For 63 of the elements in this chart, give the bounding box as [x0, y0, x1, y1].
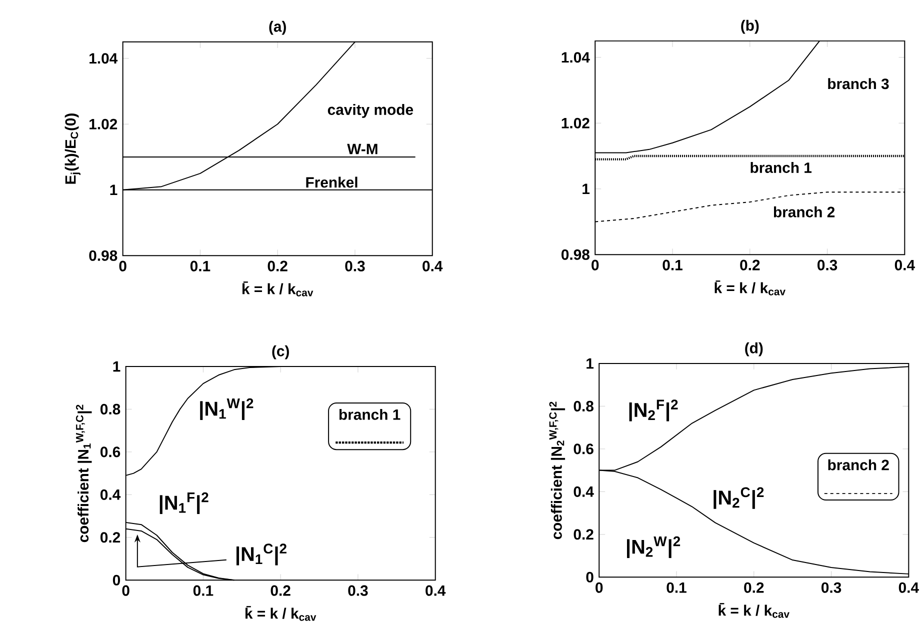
chart-title: (c) — [272, 345, 289, 360]
series-label: Frenkel — [306, 176, 358, 188]
y-tick-label: 0.6 — [100, 446, 120, 458]
x-tick-label: 0.3 — [822, 582, 842, 593]
x-tick-label: 0.3 — [348, 585, 368, 596]
y-tick-label: 1.04 — [90, 53, 118, 64]
x-tick-label: 0.1 — [190, 260, 210, 272]
x-axis-title: k̄ = k / k$_{cav}$ — [714, 280, 786, 296]
y-tick-label: 0.8 — [100, 404, 120, 414]
y-tick-label: 0.4 — [574, 486, 594, 497]
x-tick-label: 0.4 — [426, 585, 446, 596]
annotation: branch 2 — [828, 459, 889, 470]
y-tick-label: 1.02 — [90, 118, 118, 130]
y-tick-label: 1.02 — [562, 118, 590, 128]
x-axis-title: k̄ = k / k$_{cav}$ — [246, 606, 316, 621]
series-label: W-M — [347, 144, 378, 154]
x-tick-label: 0.2 — [268, 260, 288, 272]
annotation: branch 1 — [339, 408, 400, 420]
y-tick-label: 0.2 — [574, 529, 594, 540]
x-tick-label: 0.1 — [193, 585, 214, 596]
y-tick-label: 0.8 — [574, 400, 594, 412]
series-label: |N$_{1}$$^{W}$|$^{2}$ — [200, 398, 254, 420]
x-tick-label: 0.1 — [662, 260, 682, 270]
y-tick-label: 0 — [586, 572, 594, 582]
y-tick-label: 0.2 — [100, 532, 120, 543]
chart-title: (d) — [745, 342, 763, 356]
y-tick-label: 1 — [586, 358, 594, 369]
x-tick-label: 0.1 — [666, 582, 686, 593]
x-axis-title: k̄ = k / k$_{cav}$ — [242, 282, 314, 296]
y-tick-label: 1 — [582, 184, 590, 194]
x-tick-label: 0.2 — [740, 260, 760, 270]
y-axis-title: coefficient |N$_{2}$$^{W,F,C}$|$^{2}$ — [549, 402, 566, 540]
series-label: |N$_{1}$$^{F}$|$^{2}$ — [160, 492, 208, 514]
series-label: branch 1 — [750, 162, 812, 173]
x-tick-label: 0.2 — [270, 585, 290, 596]
x-tick-label: 0.4 — [898, 582, 919, 593]
y-tick-label: 0.98 — [562, 249, 590, 260]
y-tick-label: 1.04 — [562, 52, 590, 63]
chart-title: (a) — [269, 20, 286, 35]
y-axis-title: E$_{j}$(k)/E$_{C}$(0) — [64, 114, 80, 184]
y-tick-label: 1 — [110, 184, 118, 195]
x-tick-label: 0.4 — [894, 260, 915, 270]
x-tick-label: 0.4 — [422, 260, 443, 272]
y-axis-title: coefficient |N$_{1}$$^{W,F,C}$|$^{2}$ — [76, 404, 92, 542]
y-tick-label: 0.98 — [89, 250, 118, 261]
y-tick-label: 0.4 — [100, 489, 121, 500]
x-axis-title: k̄ = k / k$_{cav}$ — [718, 603, 790, 618]
y-tick-label: 1 — [113, 361, 120, 372]
series-label: cavity mode — [328, 104, 414, 118]
annotation: |N$_{2}$$^{W}$|$^{2}$ — [626, 536, 680, 558]
legend-label: |N$_{1}$$^{C}$|$^{2}$ — [236, 544, 286, 566]
x-tick-label: 0 — [596, 582, 603, 593]
y-tick-label: 0.6 — [574, 444, 594, 454]
x-tick-label: 0.3 — [345, 260, 365, 272]
series-label: branch 2 — [774, 206, 835, 218]
x-tick-label: 0.3 — [818, 260, 838, 270]
chart-title: (b) — [741, 20, 759, 34]
y-tick-label: 0 — [112, 574, 120, 586]
x-tick-label: 0 — [122, 585, 130, 596]
series-label: |N$_{2}$$^{C}$|$^{2}$ — [714, 487, 764, 509]
series-label: branch 3 — [828, 78, 889, 90]
x-tick-label: 0.2 — [744, 582, 764, 593]
series-label: |N$_{2}$$^{F}$|$^{2}$ — [629, 400, 678, 422]
